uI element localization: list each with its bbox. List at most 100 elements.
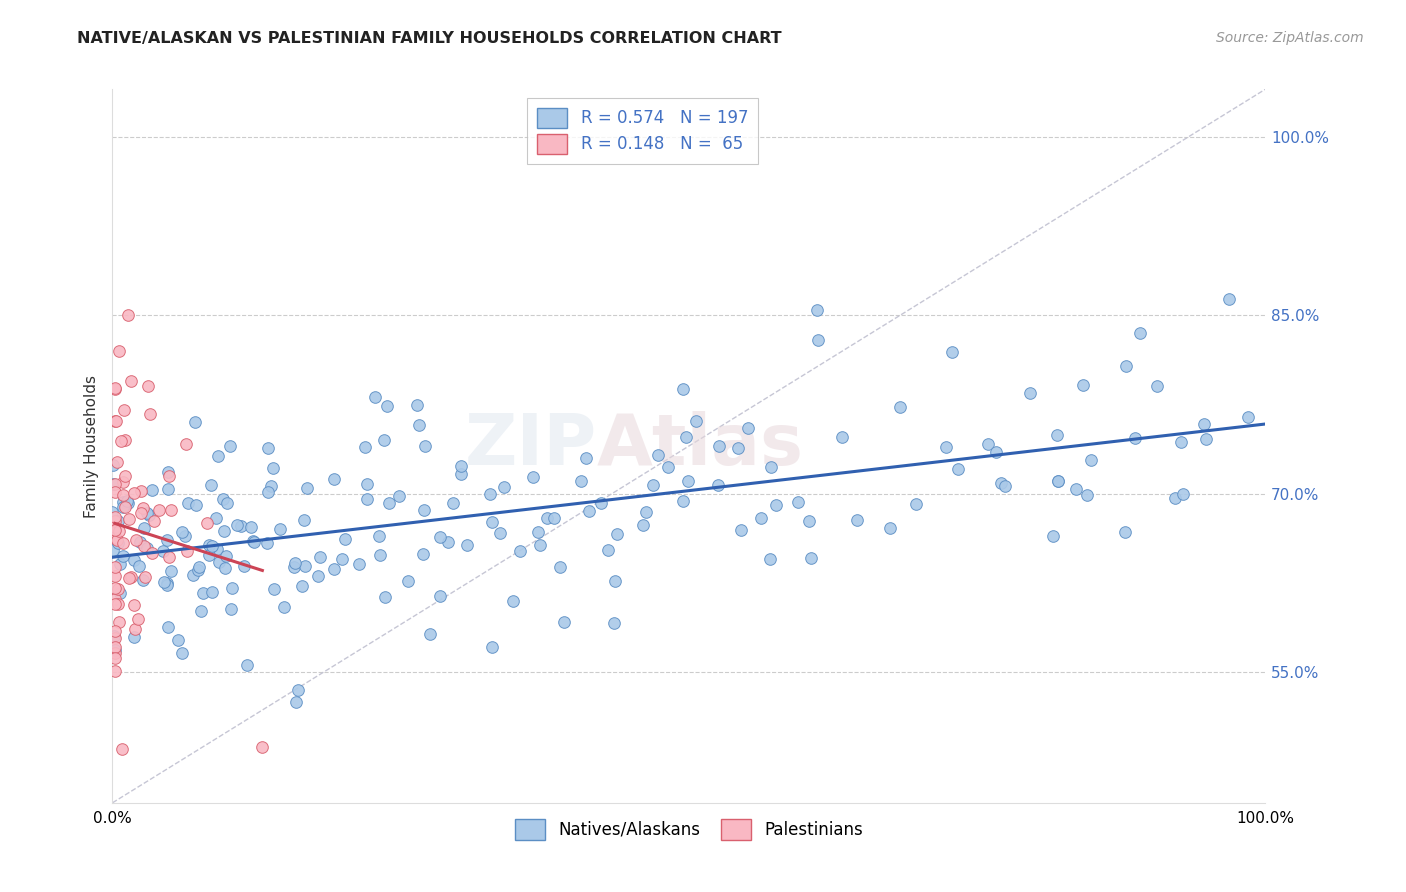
Point [269, 522, 291, 536]
Point [122, 598, 145, 612]
Point [108, 615, 131, 629]
Point [243, 535, 266, 549]
Point [108, 343, 131, 358]
Point [104, 592, 127, 607]
Point [219, 602, 242, 616]
Point [107, 535, 129, 549]
Point [481, 515, 503, 529]
Point [104, 632, 127, 646]
Point [807, 334, 830, 348]
Point [232, 558, 254, 573]
Point [104, 559, 127, 574]
Point [631, 518, 654, 533]
Point [156, 533, 179, 547]
Text: Atlas: Atlas [596, 411, 804, 481]
Point [323, 562, 346, 576]
Point [207, 449, 229, 463]
Point [1195, 432, 1218, 446]
Point [1236, 410, 1258, 425]
Point [105, 414, 128, 428]
Point [509, 544, 531, 558]
Point [603, 574, 626, 588]
Point [114, 433, 136, 447]
Point [104, 520, 127, 534]
Point [212, 492, 235, 507]
Point [657, 460, 679, 475]
Point [1192, 417, 1215, 432]
Point [1170, 435, 1192, 450]
Point [536, 511, 558, 525]
Point [1047, 474, 1070, 488]
Point [122, 630, 145, 644]
Point [1019, 386, 1042, 401]
Point [598, 543, 620, 558]
Point [104, 640, 127, 654]
Point [103, 629, 125, 643]
Point [160, 564, 183, 578]
Point [1115, 359, 1137, 374]
Point [112, 403, 135, 417]
Point [191, 586, 214, 600]
Point [413, 439, 436, 453]
Point [575, 451, 598, 466]
Text: ZIP: ZIP [464, 411, 596, 481]
Legend: Natives/Alaskans, Palestinians: Natives/Alaskans, Palestinians [508, 811, 870, 848]
Point [291, 579, 314, 593]
Point [207, 541, 229, 556]
Point [111, 488, 134, 502]
Point [207, 555, 229, 569]
Point [132, 521, 155, 535]
Point [527, 524, 550, 539]
Point [786, 495, 808, 509]
Point [845, 513, 868, 527]
Point [132, 501, 155, 516]
Point [806, 303, 828, 318]
Point [602, 615, 624, 630]
Point [107, 597, 129, 611]
Point [104, 624, 127, 638]
Point [214, 561, 236, 575]
Point [759, 552, 782, 566]
Point [1146, 379, 1168, 393]
Point [225, 517, 247, 532]
Point [419, 627, 441, 641]
Point [152, 543, 174, 558]
Point [104, 651, 127, 665]
Point [297, 482, 319, 496]
Point [148, 503, 170, 517]
Point [502, 594, 524, 608]
Point [136, 378, 159, 392]
Point [104, 514, 127, 528]
Point [156, 578, 179, 592]
Point [111, 495, 134, 509]
Point [118, 571, 141, 585]
Point [104, 484, 127, 499]
Point [294, 558, 316, 573]
Point [797, 514, 820, 528]
Point [138, 508, 160, 522]
Point [112, 536, 135, 550]
Point [177, 496, 200, 510]
Point [990, 475, 1012, 490]
Point [229, 519, 252, 533]
Point [215, 549, 238, 563]
Point [201, 539, 224, 553]
Point [236, 658, 259, 673]
Point [141, 546, 163, 560]
Point [218, 439, 240, 453]
Point [368, 529, 391, 543]
Point [184, 498, 207, 512]
Point [553, 615, 575, 629]
Point [104, 524, 127, 538]
Point [529, 538, 551, 552]
Point [287, 682, 309, 697]
Point [214, 524, 236, 538]
Point [378, 496, 401, 510]
Point [132, 573, 155, 587]
Point [1076, 488, 1098, 502]
Point [492, 480, 515, 494]
Point [578, 503, 600, 517]
Point [107, 524, 129, 539]
Point [368, 548, 391, 562]
Text: NATIVE/ALASKAN VS PALESTINIAN FAMILY HOUSEHOLDS CORRELATION CHART: NATIVE/ALASKAN VS PALESTINIAN FAMILY HOU… [77, 31, 782, 46]
